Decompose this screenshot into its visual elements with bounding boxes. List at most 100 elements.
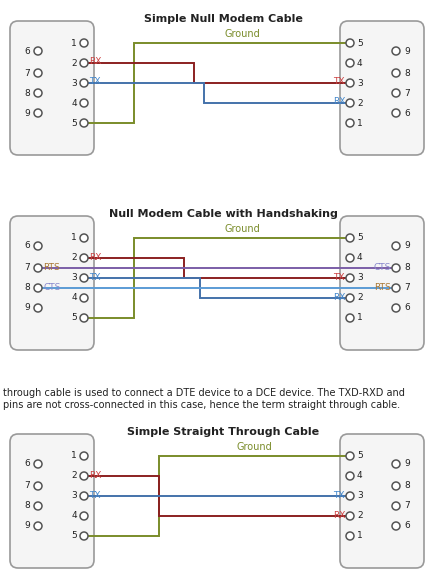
Text: 2: 2 [72, 254, 77, 262]
Circle shape [392, 522, 400, 530]
Text: 7: 7 [24, 481, 30, 491]
Text: 3: 3 [357, 491, 363, 501]
Text: 3: 3 [71, 79, 77, 87]
Circle shape [392, 284, 400, 292]
Text: RX: RX [333, 510, 345, 520]
Circle shape [346, 452, 354, 460]
Text: RX: RX [333, 292, 345, 302]
Text: 5: 5 [71, 532, 77, 540]
Text: pins are not cross-connected in this case, hence the term straight through cable: pins are not cross-connected in this cas… [3, 400, 400, 410]
FancyBboxPatch shape [340, 21, 424, 155]
Text: 5: 5 [71, 313, 77, 323]
Text: 8: 8 [404, 481, 410, 491]
Circle shape [392, 502, 400, 510]
Text: Simple Null Modem Cable: Simple Null Modem Cable [143, 14, 303, 24]
Text: 6: 6 [404, 303, 410, 313]
Circle shape [392, 304, 400, 312]
FancyBboxPatch shape [10, 21, 94, 155]
Circle shape [392, 47, 400, 55]
Circle shape [34, 284, 42, 292]
Circle shape [80, 294, 88, 302]
Circle shape [346, 119, 354, 127]
Text: 6: 6 [24, 46, 30, 55]
Text: TX: TX [89, 77, 101, 87]
Text: 5: 5 [357, 39, 363, 47]
Text: 9: 9 [24, 303, 30, 313]
Circle shape [34, 482, 42, 490]
Circle shape [392, 242, 400, 250]
Circle shape [346, 274, 354, 282]
Text: Null Modem Cable with Handshaking: Null Modem Cable with Handshaking [109, 209, 337, 219]
Circle shape [346, 99, 354, 107]
Circle shape [346, 532, 354, 540]
Circle shape [34, 304, 42, 312]
Circle shape [80, 452, 88, 460]
Circle shape [80, 99, 88, 107]
Text: 7: 7 [24, 264, 30, 272]
Text: 3: 3 [71, 273, 77, 283]
Text: Ground: Ground [236, 442, 272, 452]
Circle shape [80, 254, 88, 262]
Circle shape [346, 234, 354, 242]
Text: 4: 4 [72, 512, 77, 521]
Text: Ground: Ground [224, 224, 260, 234]
Circle shape [34, 242, 42, 250]
Text: RTS: RTS [374, 283, 391, 291]
FancyBboxPatch shape [340, 216, 424, 350]
Circle shape [80, 472, 88, 480]
Text: 7: 7 [404, 88, 410, 98]
Text: 4: 4 [357, 472, 363, 480]
Circle shape [80, 274, 88, 282]
Circle shape [80, 79, 88, 87]
Circle shape [80, 119, 88, 127]
Text: 4: 4 [357, 254, 363, 262]
Text: 2: 2 [72, 58, 77, 68]
Text: 1: 1 [357, 532, 363, 540]
Circle shape [392, 89, 400, 97]
Text: 3: 3 [357, 79, 363, 87]
Text: 1: 1 [71, 39, 77, 47]
Text: RX: RX [333, 98, 345, 106]
Text: 2: 2 [72, 472, 77, 480]
Circle shape [346, 294, 354, 302]
Text: 9: 9 [404, 46, 410, 55]
Text: 6: 6 [24, 242, 30, 250]
Text: through cable is used to connect a DTE device to a DCE device. The TXD-RXD and: through cable is used to connect a DTE d… [3, 388, 405, 398]
Circle shape [392, 69, 400, 77]
Text: TX: TX [89, 491, 101, 499]
Circle shape [80, 314, 88, 322]
Text: Ground: Ground [224, 29, 260, 39]
Text: 1: 1 [71, 451, 77, 461]
Circle shape [80, 532, 88, 540]
Text: 2: 2 [357, 294, 363, 302]
Circle shape [34, 109, 42, 117]
Text: 1: 1 [357, 118, 363, 128]
Text: TX: TX [333, 491, 345, 499]
Text: RX: RX [89, 470, 101, 480]
Circle shape [34, 522, 42, 530]
Circle shape [34, 460, 42, 468]
Circle shape [392, 482, 400, 490]
Text: 2: 2 [357, 512, 363, 521]
Text: 6: 6 [404, 521, 410, 531]
Text: 8: 8 [404, 69, 410, 77]
Circle shape [392, 460, 400, 468]
Circle shape [80, 492, 88, 500]
Circle shape [346, 254, 354, 262]
Text: TX: TX [333, 77, 345, 87]
Circle shape [392, 109, 400, 117]
Text: 1: 1 [71, 234, 77, 243]
Text: Simple Straight Through Cable: Simple Straight Through Cable [127, 427, 319, 437]
Text: 4: 4 [357, 58, 363, 68]
Circle shape [34, 502, 42, 510]
Text: 1: 1 [357, 313, 363, 323]
Text: 7: 7 [404, 283, 410, 292]
Text: 9: 9 [24, 109, 30, 117]
Text: 2: 2 [357, 98, 363, 108]
Circle shape [80, 234, 88, 242]
FancyBboxPatch shape [10, 434, 94, 568]
Text: TX: TX [333, 272, 345, 281]
Text: 9: 9 [24, 521, 30, 531]
Text: 7: 7 [404, 502, 410, 510]
Circle shape [346, 472, 354, 480]
